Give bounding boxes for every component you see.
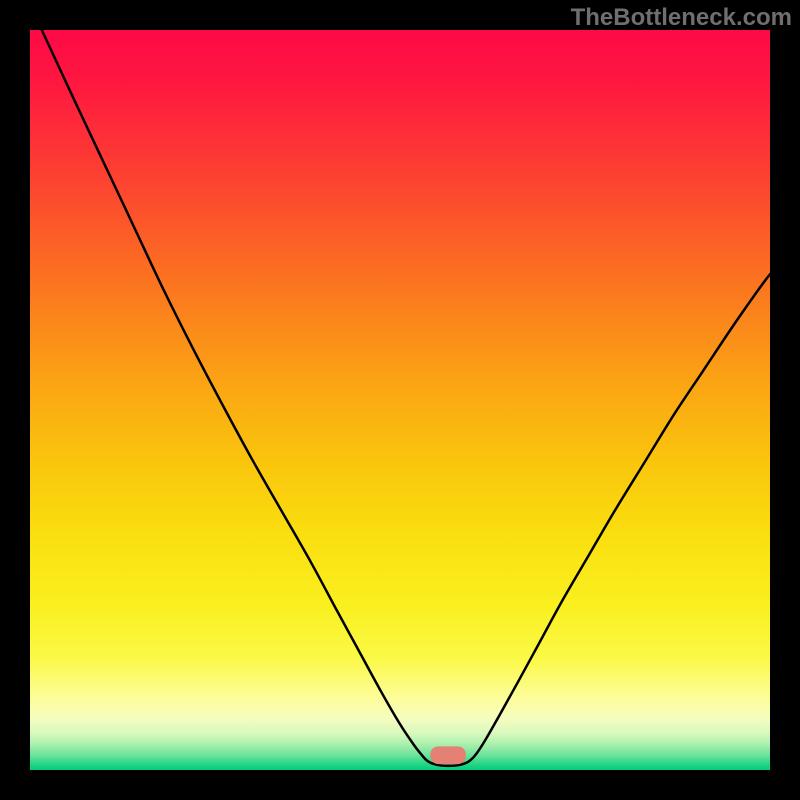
watermark-text: TheBottleneck.com: [571, 4, 792, 32]
chart-svg: [0, 0, 800, 800]
bottleneck-chart: TheBottleneck.com: [0, 0, 800, 800]
optimum-marker: [430, 746, 466, 764]
plot-area: [30, 30, 770, 770]
